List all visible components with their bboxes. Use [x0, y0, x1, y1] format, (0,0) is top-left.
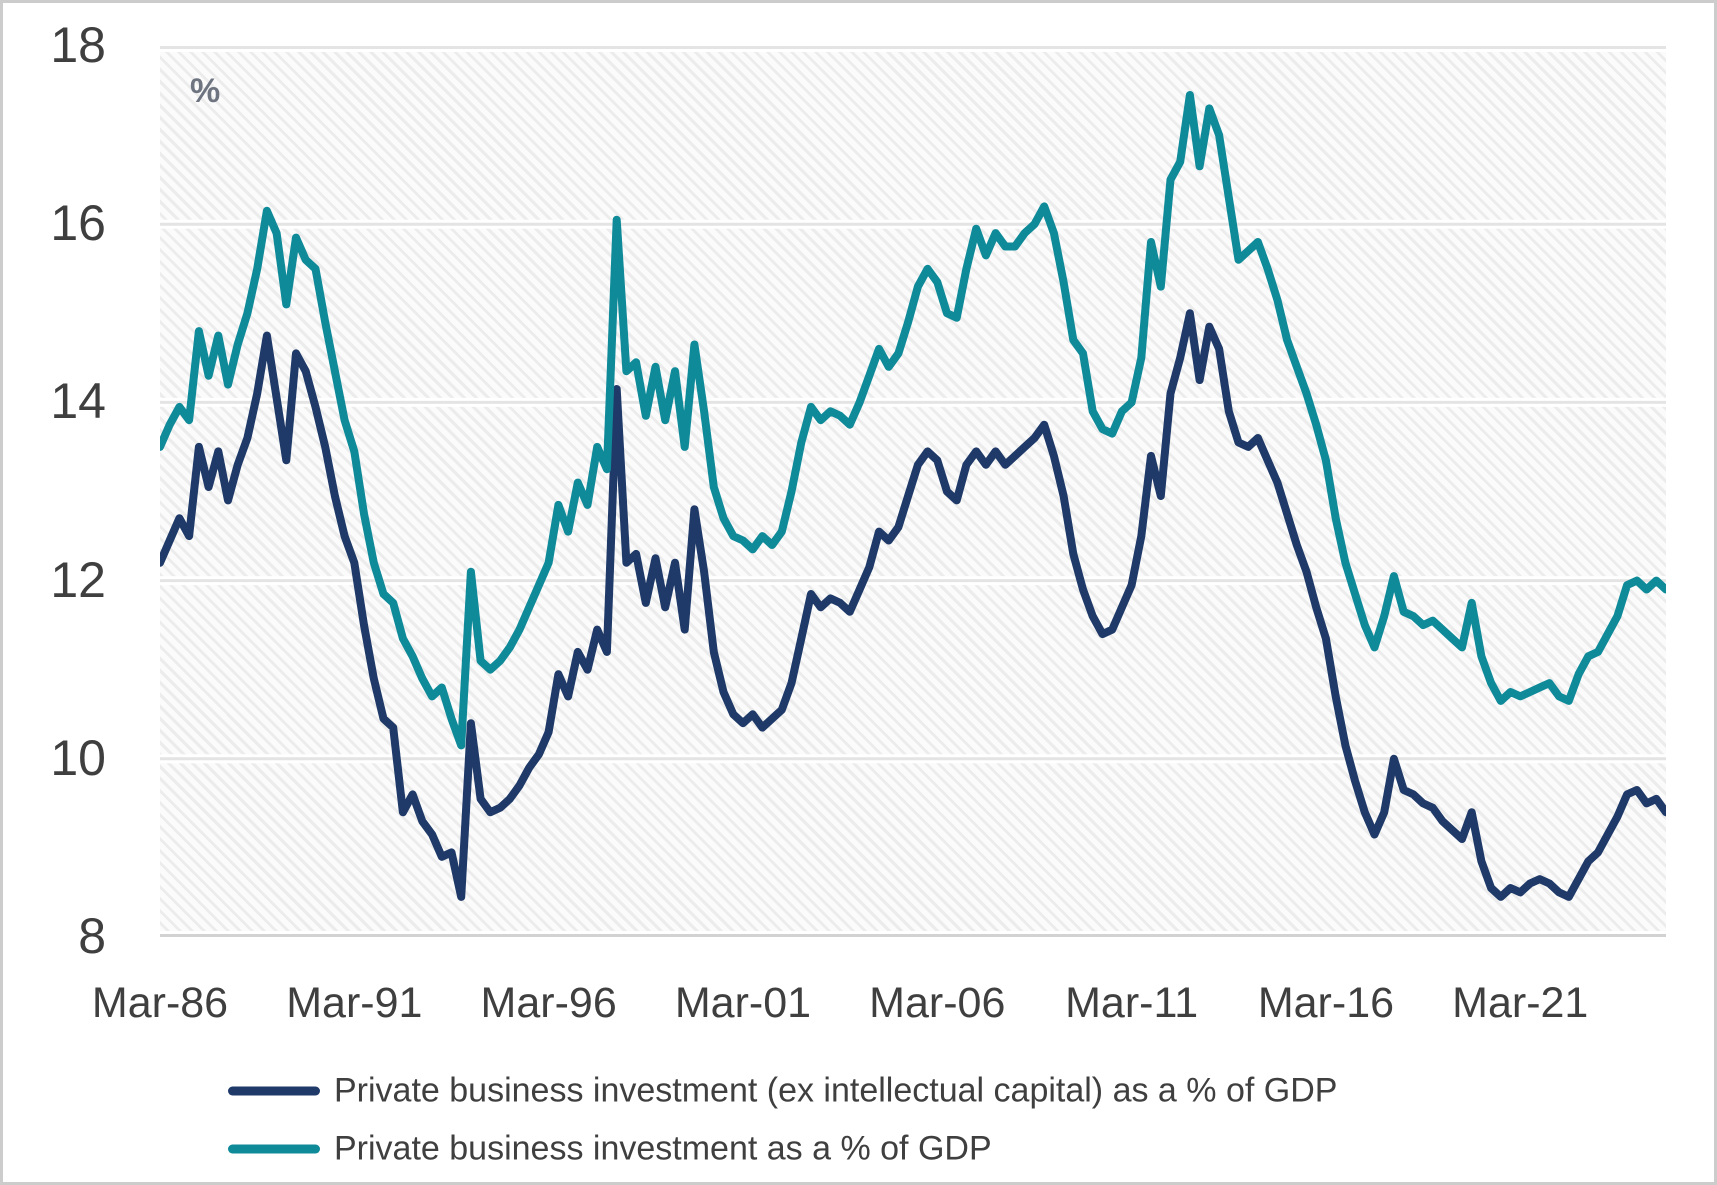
- series-line-private-business-investment-ex-intellectual-capital-as-a-of-gdp: [160, 309, 1666, 901]
- x-axis-tick-label: Mar-11: [1065, 979, 1199, 1027]
- legend-item: Private business investment as a % of GD…: [228, 1130, 992, 1169]
- y-axis-tick-label: 18: [50, 16, 106, 73]
- legend-swatch: [228, 1086, 320, 1096]
- y-axis-tick-label: 14: [50, 373, 106, 430]
- x-axis-tick-label: Mar-86: [91, 979, 229, 1027]
- y-axis-tick-label: 10: [50, 729, 106, 786]
- x-axis-tick-label: Mar-21: [1452, 979, 1589, 1027]
- x-axis-tick-label: Mar-16: [1257, 979, 1395, 1027]
- x-axis-tick-label: Mar-01: [674, 979, 812, 1027]
- plot-svg: [160, 46, 1666, 937]
- y-axis-tick-label: 16: [50, 195, 106, 252]
- legend-item: Private business investment (ex intellec…: [228, 1072, 1337, 1111]
- legend-label: Private business investment (ex intellec…: [334, 1071, 1338, 1110]
- y-axis-tick-label: 12: [50, 551, 106, 608]
- series-line-private-business-investment-as-a-of-gdp: [160, 91, 1666, 750]
- y-axis-tick-label: 8: [78, 907, 106, 964]
- x-axis-tick-label: Mar-06: [869, 979, 1006, 1027]
- y-axis-unit-label: %: [190, 72, 221, 110]
- x-axis-tick-label: Mar-96: [480, 979, 617, 1027]
- plot-area: %: [160, 46, 1666, 937]
- x-axis-tick-label: Mar-91: [286, 979, 423, 1027]
- legend-swatch: [228, 1144, 320, 1154]
- legend-label: Private business investment as a % of GD…: [334, 1129, 992, 1168]
